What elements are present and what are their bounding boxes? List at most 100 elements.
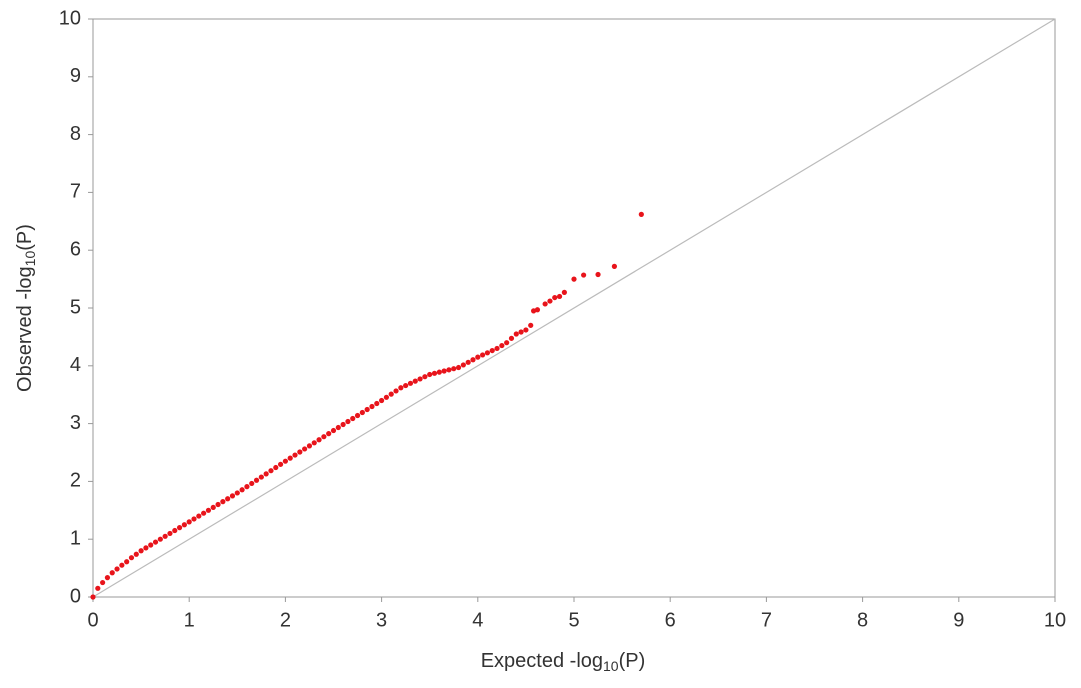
point <box>571 276 577 282</box>
point <box>157 536 163 542</box>
point <box>263 471 269 477</box>
point <box>417 376 423 382</box>
point <box>138 548 144 554</box>
y-tick-label: 1 <box>70 527 81 549</box>
point <box>249 480 255 487</box>
point <box>547 298 553 304</box>
point <box>210 504 216 511</box>
point <box>244 484 250 490</box>
point <box>128 555 135 561</box>
point <box>379 397 385 404</box>
point <box>446 367 452 373</box>
x-label-part: (P) <box>619 650 646 672</box>
x-tick-label: 9 <box>953 609 964 631</box>
point <box>561 289 567 295</box>
point <box>186 519 192 525</box>
point <box>552 294 558 301</box>
point <box>431 370 438 376</box>
point <box>518 329 524 335</box>
y-tick-label: 9 <box>70 65 81 87</box>
point <box>172 527 178 534</box>
point <box>220 499 226 505</box>
point <box>534 307 541 313</box>
point <box>124 559 130 565</box>
point <box>133 551 139 557</box>
point <box>306 443 313 449</box>
point <box>499 342 505 349</box>
point <box>109 570 115 576</box>
y-tick-label: 10 <box>59 7 81 29</box>
x-tick-label: 1 <box>184 609 195 631</box>
point <box>90 594 96 600</box>
y-label-part: (P) <box>14 224 36 251</box>
x-tick-label: 3 <box>376 609 387 631</box>
point <box>100 579 106 586</box>
point <box>364 406 370 413</box>
point <box>427 371 433 378</box>
x-tick-label: 10 <box>1044 609 1066 631</box>
point <box>297 449 303 455</box>
point <box>316 437 322 443</box>
point <box>148 542 154 548</box>
point <box>201 510 207 516</box>
point <box>494 345 500 352</box>
point <box>383 394 390 400</box>
point <box>441 368 447 374</box>
point <box>152 539 159 545</box>
y-tick-label: 3 <box>70 412 81 434</box>
point <box>287 455 293 461</box>
point <box>489 347 495 354</box>
point <box>611 263 618 269</box>
x-tick-label: 0 <box>87 609 98 631</box>
y-label-subscript: 10 <box>22 251 38 267</box>
point <box>403 382 409 389</box>
point <box>595 271 601 278</box>
y-tick-label: 0 <box>70 585 81 607</box>
point <box>484 350 491 356</box>
point <box>225 496 231 502</box>
point <box>369 403 375 410</box>
x-tick-label: 8 <box>857 609 868 631</box>
point <box>234 490 240 496</box>
point <box>268 468 274 474</box>
y-tick-label: 8 <box>70 123 81 145</box>
point <box>470 357 476 363</box>
point <box>340 421 346 428</box>
point <box>205 507 212 513</box>
point <box>465 359 471 365</box>
y-tick-label: 5 <box>70 296 81 318</box>
point <box>504 340 510 346</box>
point <box>258 474 264 480</box>
y-axis-label: Observed -log10(P) <box>14 224 37 392</box>
point <box>239 487 245 493</box>
y-tick-label: 7 <box>70 181 81 203</box>
point <box>181 522 187 528</box>
point <box>412 378 418 384</box>
point <box>480 352 486 358</box>
point <box>388 391 394 397</box>
x-tick-label: 5 <box>568 609 579 631</box>
point <box>542 301 548 307</box>
point <box>229 493 236 499</box>
point <box>359 409 365 416</box>
point <box>508 335 515 341</box>
point <box>451 366 457 372</box>
point <box>215 501 221 508</box>
x-tick-label: 7 <box>761 609 772 631</box>
point <box>455 364 462 371</box>
point <box>119 562 125 568</box>
x-tick-label: 4 <box>472 609 483 631</box>
x-label-part: Expected -log <box>481 650 603 672</box>
x-axis-label: Expected -log10(P) <box>481 650 646 673</box>
point <box>335 424 341 431</box>
point <box>422 374 428 380</box>
point <box>407 380 414 386</box>
y-tick-label: 2 <box>70 470 81 492</box>
point <box>475 354 481 360</box>
point <box>191 516 197 522</box>
reference-line <box>92 18 1056 598</box>
point <box>374 400 380 407</box>
point <box>523 327 529 333</box>
x-tick-label: 6 <box>665 609 676 631</box>
